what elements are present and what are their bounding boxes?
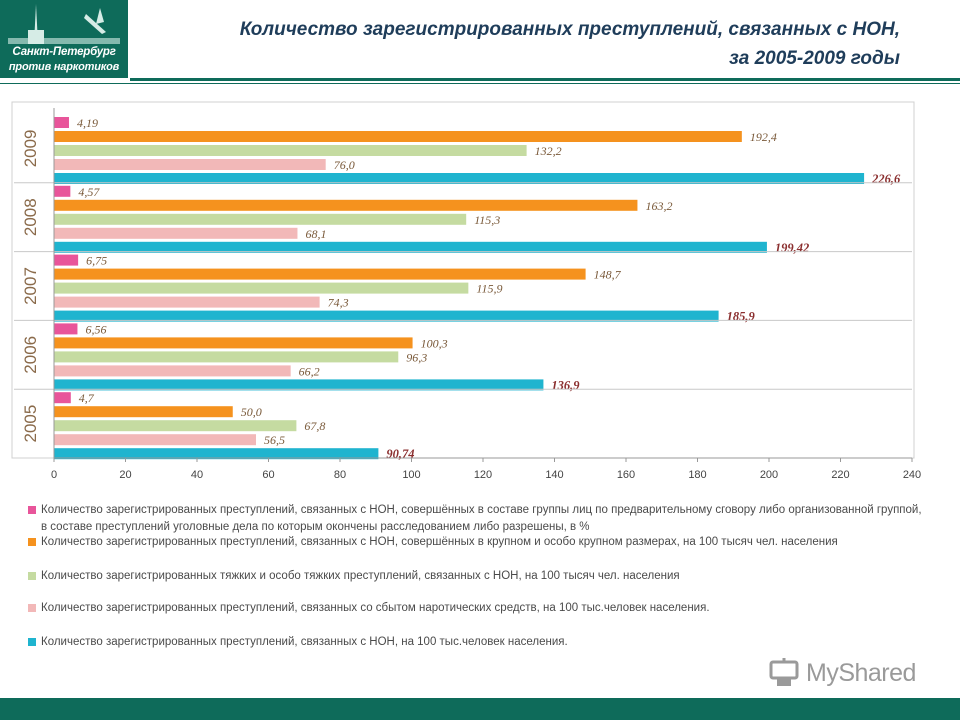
bar — [54, 241, 767, 253]
data-label: 132,2 — [535, 144, 562, 158]
bar-chart: 2009 4,19 192,4 132,2 76,0 226,6 2008 4,57 163,2… — [11, 101, 921, 481]
bar — [54, 159, 326, 170]
footer-bar — [0, 698, 960, 720]
x-tick-label: 200 — [760, 469, 778, 481]
data-label: 192,4 — [750, 130, 777, 144]
legend-item: Количество зарегистрированных преступлен… — [28, 534, 928, 551]
x-tick-label: 100 — [402, 469, 420, 481]
data-label: 4,57 — [78, 185, 100, 199]
legend-item: Количество зарегистрированных преступлен… — [28, 634, 928, 651]
legend-label: Количество зарегистрированных преступлен… — [41, 536, 838, 548]
legend-swatch — [28, 538, 36, 546]
header-divider — [130, 78, 960, 81]
legend-item: Количество зарегистрированных тяжких и о… — [28, 568, 928, 585]
bar — [54, 310, 719, 322]
category-label: 2007 — [21, 267, 40, 305]
category-label: 2009 — [21, 129, 40, 167]
x-tick-label: 80 — [334, 469, 346, 481]
legend-label: Количество зарегистрированных преступлен… — [41, 504, 922, 533]
bar — [54, 323, 78, 335]
data-label: 66,2 — [299, 364, 320, 378]
legend-item: Количество зарегистрированных преступлен… — [28, 600, 928, 617]
data-label: 199,42 — [775, 241, 809, 255]
bar — [54, 379, 544, 391]
bar — [54, 185, 71, 197]
bar — [54, 365, 291, 377]
data-label: 50,0 — [241, 405, 262, 419]
bar — [54, 173, 865, 184]
data-label: 4,19 — [77, 116, 98, 130]
bar — [54, 254, 79, 266]
bar — [54, 199, 638, 211]
bar — [54, 282, 469, 294]
data-label: 6,75 — [86, 254, 107, 268]
x-tick-label: 240 — [903, 469, 921, 481]
data-label: 115,3 — [474, 213, 500, 227]
page-title-line2: за 2005-2009 годы — [729, 48, 900, 69]
x-tick-label: 60 — [262, 469, 274, 481]
data-label: 67,8 — [304, 419, 325, 433]
bar — [54, 268, 586, 280]
bar — [54, 448, 379, 460]
bar — [54, 145, 527, 156]
bar — [54, 351, 399, 363]
page-title-line1: Количество зарегистрированных преступлен… — [239, 19, 900, 40]
x-tick-label: 220 — [831, 469, 849, 481]
data-label: 185,9 — [727, 310, 756, 324]
category-label: 2008 — [21, 198, 40, 236]
bar — [54, 420, 297, 432]
header-divider-thin — [0, 83, 960, 84]
bar — [54, 117, 69, 128]
legend-swatch — [28, 638, 36, 646]
bar — [54, 213, 467, 225]
category-label: 2005 — [21, 405, 40, 443]
bar — [54, 392, 71, 404]
watermark: MyShared — [768, 656, 916, 692]
bar — [54, 406, 233, 418]
data-label: 68,1 — [305, 227, 326, 241]
bar — [54, 296, 320, 308]
legend-swatch — [28, 604, 36, 612]
x-tick-label: 120 — [474, 469, 492, 481]
logo: Санкт-Петербург против наркотиков — [0, 0, 128, 78]
x-tick-label: 0 — [51, 469, 57, 481]
legend-label: Количество зарегистрированных преступлен… — [41, 636, 568, 648]
data-label: 76,0 — [334, 158, 355, 172]
x-tick-label: 180 — [688, 469, 706, 481]
data-label: 90,74 — [386, 447, 414, 461]
data-label: 4,7 — [79, 391, 95, 405]
logo-line1: Санкт-Петербург — [12, 46, 116, 58]
bar — [54, 434, 256, 446]
bar — [54, 131, 742, 142]
legend-swatch — [28, 572, 36, 580]
projector-icon — [769, 658, 799, 686]
data-label: 100,3 — [421, 336, 448, 350]
data-label: 136,9 — [551, 378, 580, 392]
data-label: 56,5 — [264, 433, 285, 447]
legend-label: Количество зарегистрированных тяжких и о… — [41, 570, 680, 582]
legend-swatch — [28, 506, 36, 514]
x-tick-label: 140 — [545, 469, 563, 481]
spire-skyline-icon — [8, 4, 120, 44]
x-tick-label: 40 — [191, 469, 203, 481]
data-label: 226,6 — [871, 172, 901, 186]
bar — [54, 227, 298, 239]
data-label: 163,2 — [645, 199, 672, 213]
legend-label: Количество зарегистрированных преступлен… — [41, 602, 710, 614]
data-label: 6,56 — [85, 322, 106, 336]
data-label: 96,3 — [406, 350, 427, 364]
data-label: 115,9 — [476, 282, 502, 296]
bar — [54, 337, 413, 349]
x-tick-label: 20 — [119, 469, 131, 481]
watermark-text: MyShared — [806, 659, 916, 687]
category-label: 2006 — [21, 336, 40, 374]
data-label: 74,3 — [328, 296, 349, 310]
x-tick-label: 160 — [617, 469, 635, 481]
data-label: 148,7 — [594, 268, 622, 282]
legend-item: Количество зарегистрированных преступлен… — [28, 502, 928, 536]
logo-line2: против наркотиков — [8, 61, 120, 73]
